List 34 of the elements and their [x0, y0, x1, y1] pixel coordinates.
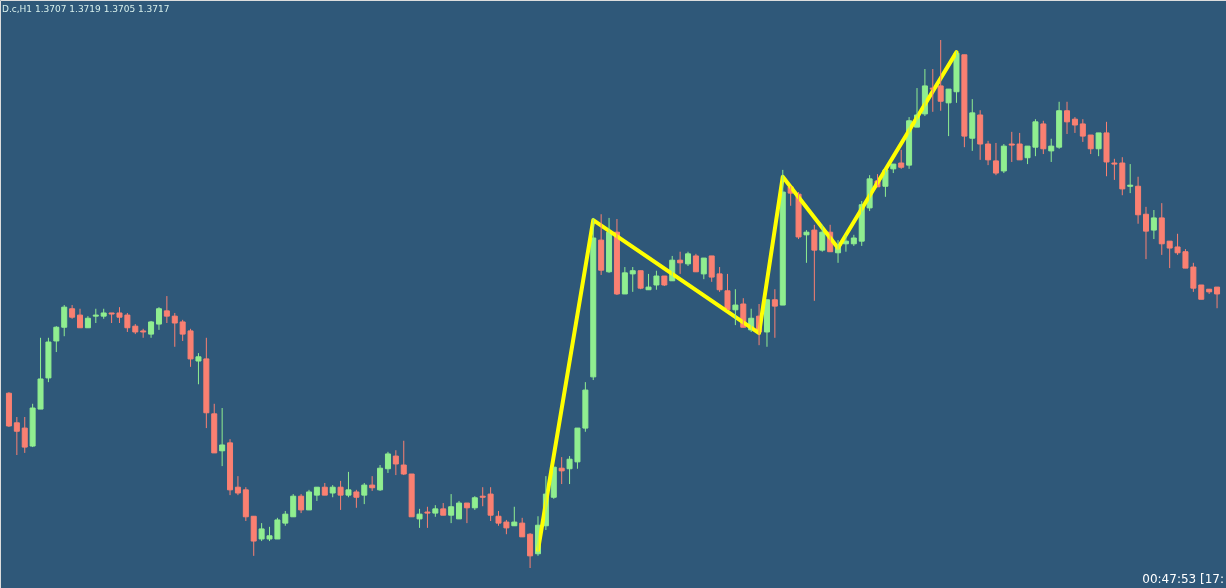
candlestick [724, 273, 731, 311]
candlestick [637, 270, 644, 290]
candlestick [811, 224, 818, 302]
candlestick [653, 270, 660, 291]
candlestick [424, 506, 431, 529]
candlestick [140, 328, 147, 339]
candlestick [416, 508, 423, 529]
candlestick [100, 308, 107, 320]
candlestick [337, 480, 344, 511]
candlestick [898, 149, 905, 170]
candlestick [732, 288, 739, 326]
candlestick [361, 482, 368, 505]
candlestick [92, 308, 99, 324]
candlestick [440, 502, 447, 516]
candlestick [645, 273, 652, 291]
candlestick [961, 54, 968, 148]
candlestick [171, 312, 178, 348]
candlestick [432, 504, 439, 518]
candlestick [629, 266, 636, 293]
text: 00:47:53 [17: [1142, 572, 1224, 586]
candlestick [203, 337, 210, 429]
candlestick [369, 475, 376, 492]
candlestick [511, 506, 518, 527]
text: D.c,H1 1.3707 1.3719 1.3705 1.3717 [2, 4, 170, 14]
candlestick [700, 257, 707, 280]
candlestick [661, 275, 668, 287]
candlestick [345, 471, 352, 498]
candlestick [1127, 163, 1134, 194]
candlestick [1079, 118, 1086, 143]
candlestick [1206, 288, 1213, 295]
candlestick [195, 352, 202, 385]
candlestick [353, 489, 360, 509]
candlestick [1048, 138, 1055, 163]
candlestick [1095, 132, 1102, 157]
